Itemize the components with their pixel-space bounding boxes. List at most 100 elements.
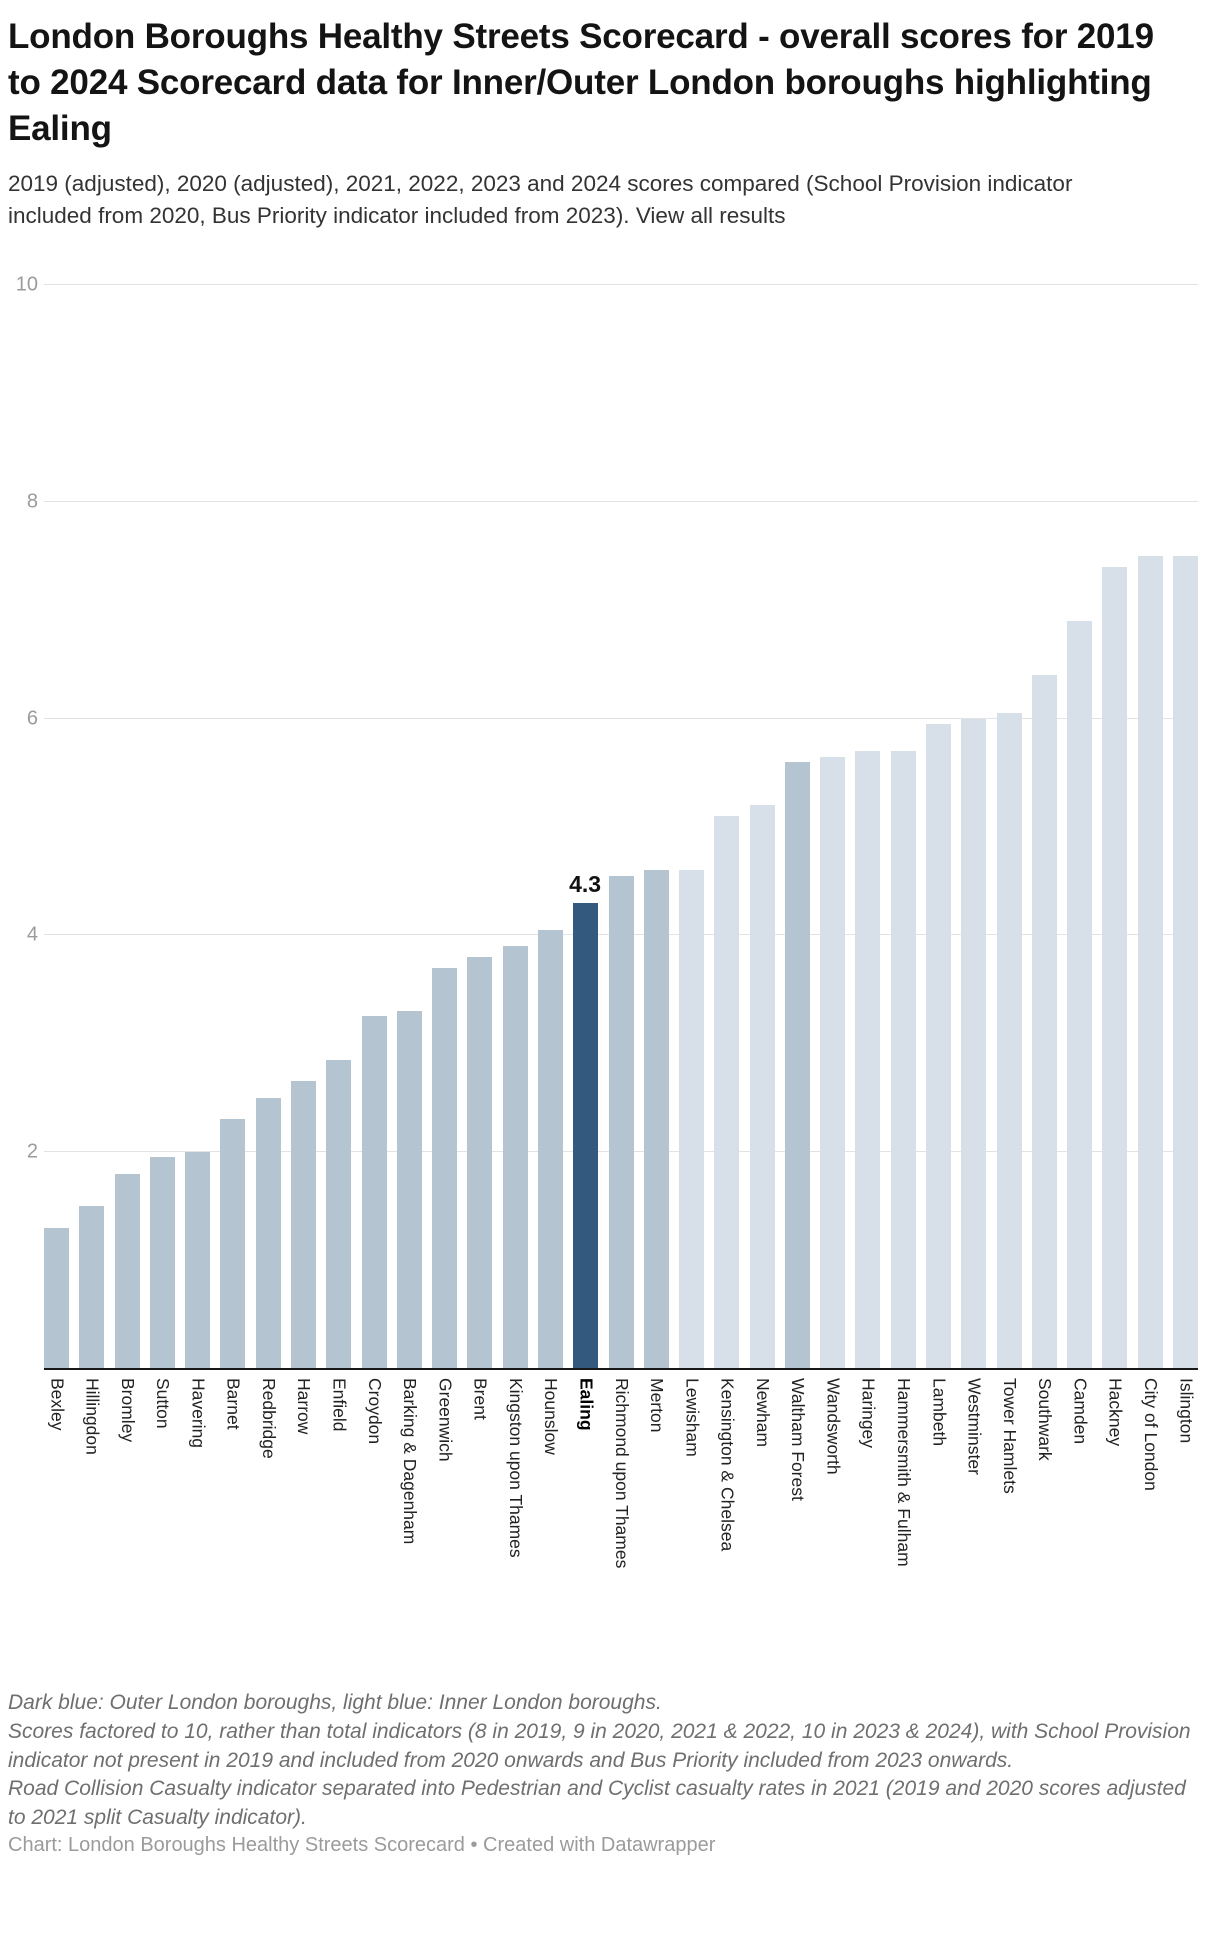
x-label-slot-city-of-london: City of London <box>1138 1378 1163 1623</box>
y-tick-10: 10 <box>15 274 38 297</box>
x-label-merton: Merton <box>647 1378 668 1433</box>
bar-value-label-ealing: 4.3 <box>569 870 602 897</box>
x-label-slot-harrow: Harrow <box>291 1378 316 1623</box>
x-label-croydon: Croydon <box>364 1378 385 1445</box>
bar-kensington-chelsea[interactable] <box>714 816 740 1369</box>
bar-sutton[interactable] <box>149 1157 175 1369</box>
bar-harrow[interactable] <box>290 1081 316 1369</box>
bar-tower-hamlets[interactable] <box>996 713 1022 1369</box>
chart-subtitle: 2019 (adjusted), 2020 (adjusted), 2021, … <box>8 168 1153 232</box>
x-axis-labels: Bexley Hillingdon Bromley Sutton Havering Bar… <box>44 1370 1198 1623</box>
bar-camden[interactable] <box>1067 621 1093 1369</box>
x-label-slot-havering: Havering <box>185 1378 210 1623</box>
x-label-slot-camden: Camden <box>1067 1378 1092 1623</box>
x-label-greenwich: Greenwich <box>435 1378 456 1463</box>
x-label-westminster: Westminster <box>964 1378 985 1476</box>
chart-credit: Chart: London Boroughs Healthy Streets S… <box>8 1834 716 1857</box>
bar-wandsworth[interactable] <box>820 756 846 1369</box>
x-label-slot-merton: Merton <box>644 1378 669 1623</box>
x-label-barnet: Barnet <box>223 1378 244 1430</box>
x-label-slot-kensington-chelsea: Kensington & Chelsea <box>714 1378 739 1623</box>
bar-croydon[interactable] <box>361 1016 387 1369</box>
gridline-10 <box>44 284 1198 286</box>
bar-islington[interactable] <box>1173 556 1198 1369</box>
x-label-sutton: Sutton <box>153 1378 174 1430</box>
x-label-enfield: Enfield <box>329 1378 350 1432</box>
bar-southwark[interactable] <box>1031 675 1057 1369</box>
x-label-lambeth: Lambeth <box>929 1378 950 1447</box>
x-label-slot-barnet: Barnet <box>220 1378 245 1623</box>
bar-city-of-london[interactable] <box>1137 556 1163 1369</box>
note-legend: Dark blue: Outer London boroughs, light … <box>8 1691 662 1715</box>
x-label-kingston-upon-thames: Kingston upon Thames <box>505 1378 526 1559</box>
bar-ealing[interactable]: 4.3 <box>569 871 601 1369</box>
x-label-ealing: Ealing <box>576 1378 597 1431</box>
bar-hillingdon[interactable] <box>79 1206 105 1369</box>
y-tick-8: 8 <box>26 490 38 513</box>
x-label-harrow: Harrow <box>294 1378 315 1435</box>
x-label-wandsworth: Wandsworth <box>823 1378 844 1476</box>
bar-lewisham[interactable] <box>679 870 705 1369</box>
x-label-slot-waltham-forest: Waltham Forest <box>785 1378 810 1623</box>
x-label-newham: Newham <box>752 1378 773 1448</box>
x-label-hillingdon: Hillingdon <box>82 1378 103 1456</box>
x-label-barking-dagenham: Barking & Dagenham <box>400 1378 421 1545</box>
x-label-slot-wandsworth: Wandsworth <box>820 1378 845 1623</box>
x-label-slot-redbridge: Redbridge <box>256 1378 281 1623</box>
bar-waltham-forest[interactable] <box>784 761 810 1369</box>
bar-enfield[interactable] <box>326 1059 352 1369</box>
x-label-slot-lambeth: Lambeth <box>926 1378 951 1623</box>
bar-richmond-upon-thames[interactable] <box>608 875 634 1369</box>
chart: 2 4 6 8 10 4.3 Bexley Hillingdon Bromley Sutton H… <box>8 275 1212 1623</box>
gridline-6 <box>44 717 1198 719</box>
x-label-hackney: Hackney <box>1105 1378 1126 1447</box>
bar-merton[interactable] <box>643 870 669 1369</box>
x-label-slot-barking-dagenham: Barking & Dagenham <box>397 1378 422 1623</box>
y-tick-6: 6 <box>26 707 38 730</box>
x-label-brent: Brent <box>470 1378 491 1421</box>
bar-hammersmith-fulham[interactable] <box>890 751 916 1369</box>
note-casualty: Road Collision Casualty indicator separa… <box>8 1777 1186 1829</box>
bar-bromley[interactable] <box>114 1173 140 1369</box>
x-label-slot-hackney: Hackney <box>1102 1378 1127 1623</box>
x-label-richmond-upon-thames: Richmond upon Thames <box>611 1378 632 1569</box>
view-all-results-link[interactable]: View all results <box>635 202 786 228</box>
gridline-8 <box>44 501 1198 503</box>
bar-hounslow[interactable] <box>537 929 563 1369</box>
x-label-slot-westminster: Westminster <box>961 1378 986 1623</box>
chart-title: London Boroughs Healthy Streets Scorecar… <box>8 17 1154 149</box>
bar-havering[interactable] <box>185 1151 211 1369</box>
x-label-slot-ealing: Ealing <box>573 1378 598 1623</box>
bar-barnet[interactable] <box>220 1119 246 1369</box>
x-label-slot-tower-hamlets: Tower Hamlets <box>997 1378 1022 1623</box>
x-label-southwark: Southwark <box>1035 1378 1056 1462</box>
x-label-slot-greenwich: Greenwich <box>432 1378 457 1623</box>
note-scoring: Scores factored to 10, rather than total… <box>8 1719 1191 1772</box>
x-label-slot-hounslow: Hounslow <box>538 1378 563 1623</box>
x-label-bexley: Bexley <box>47 1378 68 1431</box>
x-label-city-of-london: City of London <box>1140 1378 1161 1492</box>
x-label-lewisham: Lewisham <box>682 1378 703 1458</box>
x-label-slot-southwark: Southwark <box>1032 1378 1057 1623</box>
page: London Boroughs Healthy Streets Scorecar… <box>0 14 1220 1859</box>
bar-barking-dagenham[interactable] <box>396 1011 422 1369</box>
bar-kingston-upon-thames[interactable] <box>502 946 528 1369</box>
bar-lambeth[interactable] <box>926 724 952 1369</box>
x-label-camden: Camden <box>1070 1378 1091 1445</box>
bar-newham[interactable] <box>749 805 775 1369</box>
bar-greenwich[interactable] <box>432 967 458 1369</box>
bar-hackney[interactable] <box>1102 567 1128 1369</box>
chart-notes: Dark blue: Outer London boroughs, light … <box>8 1689 1208 1859</box>
x-label-hounslow: Hounslow <box>541 1378 562 1456</box>
subtitle-text: 2019 (adjusted), 2020 (adjusted), 2021, … <box>8 170 1073 228</box>
x-label-slot-richmond-upon-thames: Richmond upon Thames <box>609 1378 634 1623</box>
bar-bexley[interactable] <box>44 1227 69 1369</box>
bar-westminster[interactable] <box>961 718 987 1369</box>
bars: 4.3 <box>44 285 1198 1369</box>
bar-brent[interactable] <box>467 956 493 1369</box>
x-label-slot-islington: Islington <box>1173 1378 1198 1623</box>
bar-redbridge[interactable] <box>255 1097 281 1369</box>
x-label-bromley: Bromley <box>117 1378 138 1443</box>
bar-haringey[interactable] <box>855 751 881 1369</box>
x-label-slot-hammersmith-fulham: Hammersmith & Fulham <box>891 1378 916 1623</box>
